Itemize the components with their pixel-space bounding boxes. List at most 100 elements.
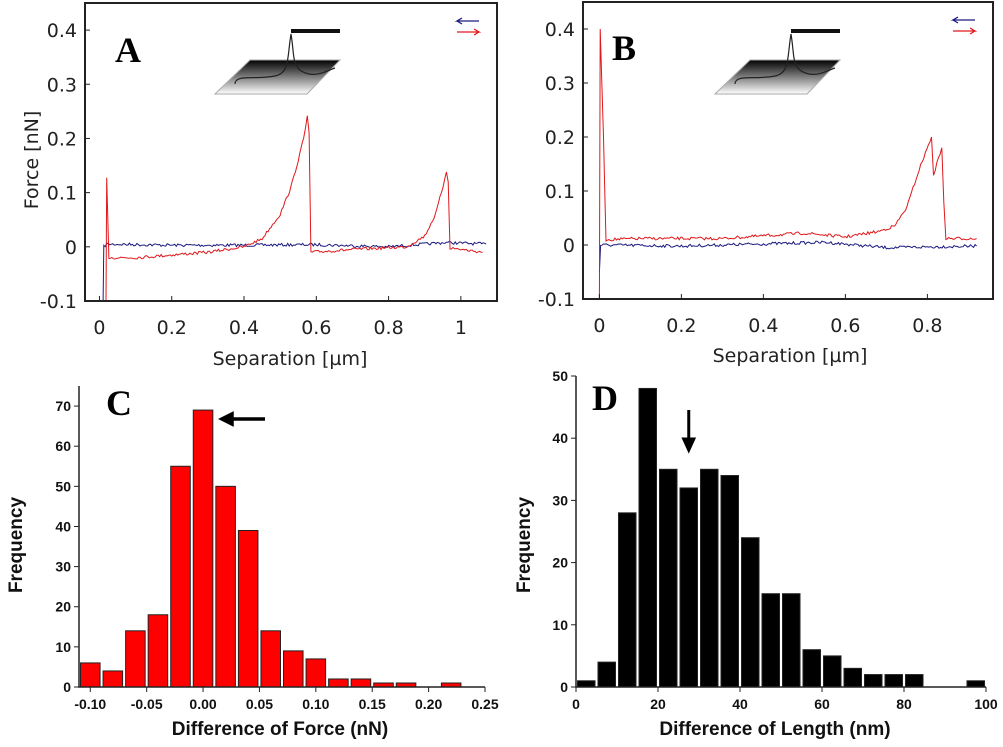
x-tick-label: 0.20 [415,696,442,712]
y-tick-label: 50 [552,368,568,384]
x-tick-label: 100 [974,696,998,712]
histogram-bar [802,649,821,688]
x-tick-label: 40 [732,696,748,712]
panel-B: 0 0.2 0.4 0.6 0.8 -0.1 0 0.1 0.2 0.3 0.4 Separation… [538,1,994,367]
y-tick-label: 0 [65,237,77,259]
histogram-bar [597,661,616,688]
y-tick-label: 0.1 [545,181,575,203]
histogram-bar [905,674,924,688]
x-tick-label: 0.00 [189,696,216,712]
y-tick-label: 40 [55,518,71,534]
histogram-bar [260,630,282,688]
legend-arrow-left-icon [454,17,479,25]
y-tick-label: 60 [55,438,71,454]
histogram-bar [125,630,146,688]
histogram-bar [147,614,169,688]
panel-D: 0 20 40 60 80 100 0 10 20 30 40 50 Difference of Len… [514,368,998,740]
histogram-bar [328,678,349,688]
x-tick-label: 0.6 [301,317,331,339]
y-tick-label: 0 [563,235,575,257]
x-tick-label: 0.8 [373,317,403,339]
histogram-bar [350,678,372,688]
x-tick-label: 0.2 [157,317,187,339]
histogram-bar [720,475,739,688]
histogram-bar [237,529,259,688]
histogram-bar [577,680,596,688]
retract-curve [598,28,977,300]
y-tick-label: 0 [63,679,71,695]
histogram-bar [741,537,760,688]
histogram-bar [638,387,657,688]
substrate-icon [713,59,842,95]
y-tick-label: 0.3 [545,73,575,95]
panel-A: 0 0.2 0.4 0.6 0.8 1 -0.1 0 0.1 0.2 0.3 0.4 Separatio… [21,2,498,370]
approach-curve [102,240,487,302]
y-axis-label: Frequency [6,497,27,594]
legend-arrow-left-icon [950,16,975,24]
y-tick-label: 70 [55,398,71,414]
x-tick-label: 20 [650,696,666,712]
y-tick-label: 20 [55,599,71,615]
axes [575,376,986,688]
histogram-bar [884,674,903,688]
histogram-bar [305,658,327,688]
x-tick-label: 0.6 [830,315,860,337]
x-tick-label: 0 [572,696,580,712]
arrow-left-icon [218,411,265,427]
x-tick-label: 0.4 [748,315,778,337]
x-axis-label: Separation [µm] [713,345,868,367]
y-tick-label: 50 [55,478,71,494]
x-tick-label: 80 [896,696,912,712]
approach-curve [598,240,977,273]
histogram-bar [283,650,304,688]
y-tick-label: 30 [552,492,568,508]
y-tick-label: 0.1 [47,183,77,205]
y-tick-label: 30 [55,559,71,575]
retract-curve [105,115,483,302]
histogram-bar [80,662,101,688]
x-tick-label: 0.2 [666,315,696,337]
histogram-bar [102,670,124,688]
y-tick-label: -0.1 [40,291,77,313]
y-tick-label: 40 [552,430,568,446]
histogram-bar [761,593,780,688]
y-tick-label: 0.4 [545,19,575,41]
x-tick-label: 0 [93,317,105,339]
x-axis-label: Difference of Force (nN) [172,719,388,740]
plot-frame [582,1,994,300]
legend-arrow-right-icon [457,28,482,36]
y-tick-label: -0.1 [538,289,575,311]
y-tick-label: 20 [552,555,568,571]
x-tick-label: 1 [455,317,467,339]
x-tick-label: 0 [593,315,605,337]
x-tick-label: 60 [814,696,830,712]
plot-frame [84,2,498,302]
x-tick-label: -0.05 [131,696,163,712]
histogram-bar [170,465,191,688]
x-axis-label: Separation [µm] [213,348,368,370]
panel-label: A [115,30,141,70]
x-tick-label: 0.10 [302,696,329,712]
panel-C: -0.10 -0.05 0.00 0.05 0.10 0.15 0.20 0.25 0 10 20 3… [6,383,499,740]
panel-label: D [592,378,618,418]
histogram-bar [782,593,801,688]
panel-label: C [106,383,132,423]
x-tick-label: 0.8 [912,315,942,337]
x-tick-label: 0.25 [471,696,498,712]
histogram-bar [864,674,883,688]
histogram-bar [966,680,985,688]
histogram-bar [659,468,678,688]
histogram-bar [823,655,842,688]
histogram-bar [618,512,637,688]
y-tick-label: 0 [560,679,568,695]
y-tick-label: 0.4 [47,20,77,42]
y-tick-label: 0.2 [47,128,77,150]
molecule-icon [734,33,836,85]
histogram-bar [192,409,214,688]
y-tick-label: 10 [55,639,71,655]
panel-label: B [612,28,636,68]
histogram-bar [679,487,698,688]
histogram-bar [215,485,236,688]
